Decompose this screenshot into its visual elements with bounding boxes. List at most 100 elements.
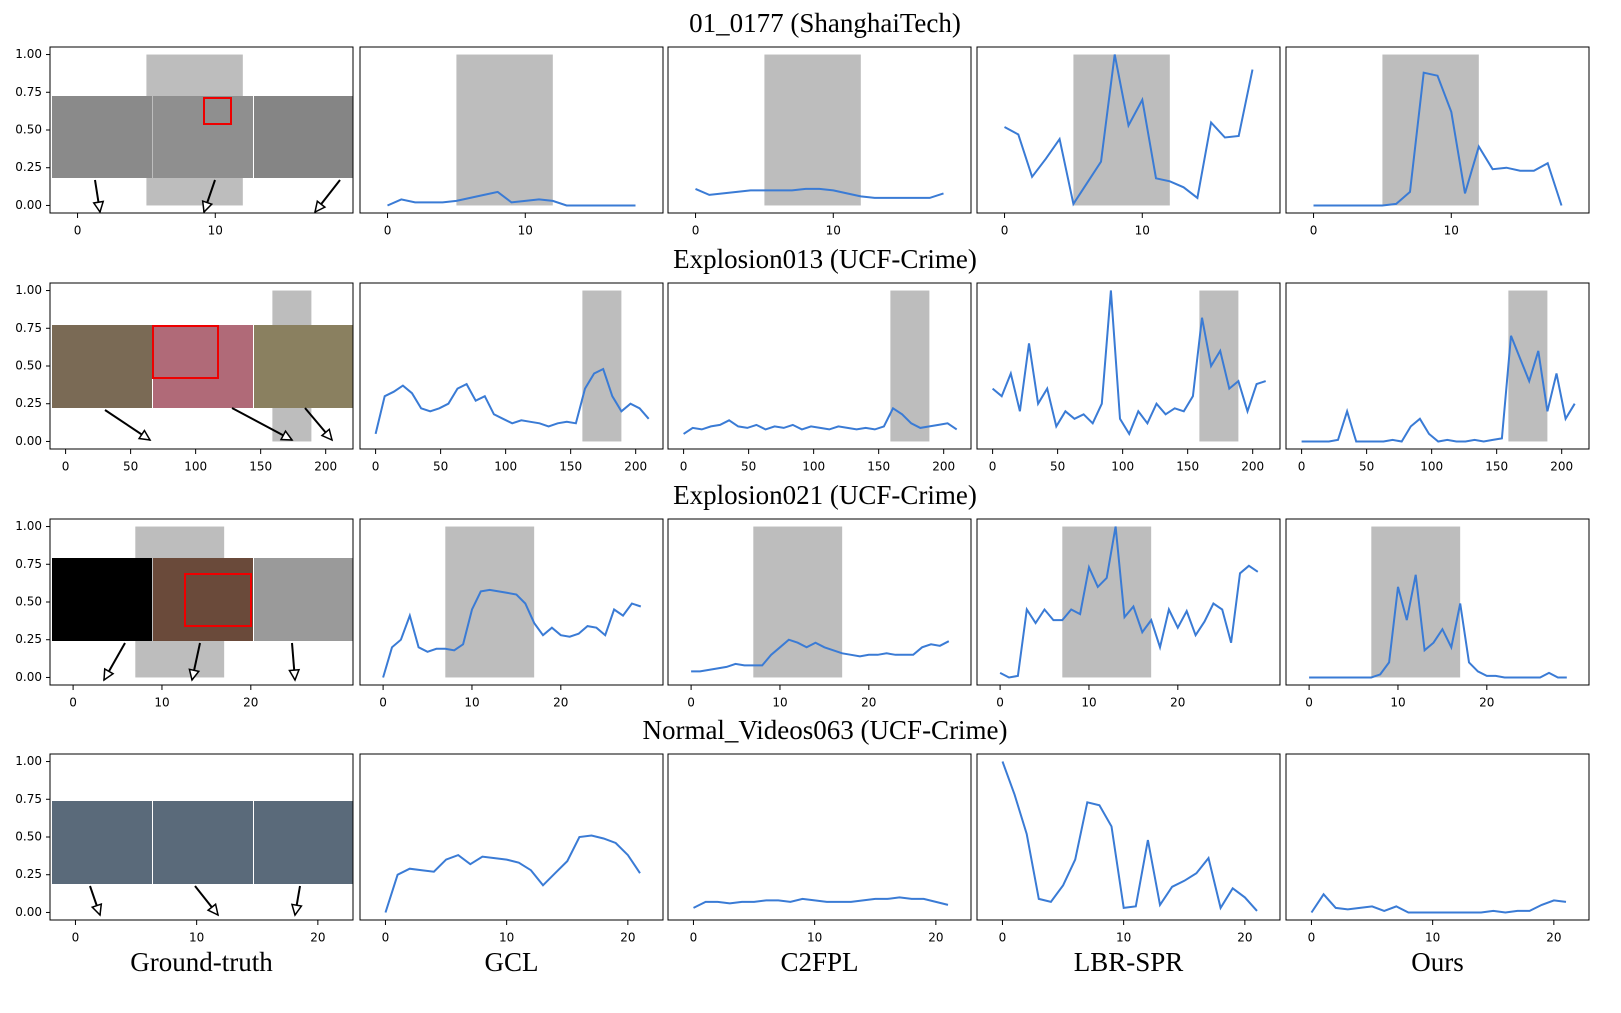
x-tick-label: 100 bbox=[494, 460, 517, 474]
score-line bbox=[1004, 54, 1254, 207]
x-tick-label: 0 bbox=[996, 696, 1004, 710]
panel bbox=[1001, 761, 1258, 912]
score-line bbox=[1313, 71, 1563, 207]
arrow-head bbox=[314, 199, 327, 213]
video-frame bbox=[254, 801, 353, 884]
method-label: C2FPL bbox=[780, 947, 858, 977]
panel-frame bbox=[359, 753, 664, 921]
x-tick-label: 0 bbox=[687, 696, 695, 710]
x-tick-label: 100 bbox=[1111, 460, 1134, 474]
x-tick-label: 10 bbox=[772, 696, 787, 710]
arrow-head bbox=[206, 902, 220, 917]
score-line bbox=[991, 290, 1267, 437]
x-tick-label: 0 bbox=[384, 224, 392, 238]
x-tick-label: 20 bbox=[1546, 931, 1561, 945]
anomaly-region bbox=[764, 54, 861, 206]
x-tick-label: 0 bbox=[382, 931, 390, 945]
arrow-head bbox=[92, 200, 105, 213]
arrow-head bbox=[90, 902, 103, 917]
arrow-head bbox=[290, 903, 303, 917]
x-tick-label: 10 bbox=[518, 224, 533, 238]
video-frame bbox=[153, 558, 253, 641]
y-tick-label: 0.75 bbox=[15, 792, 42, 806]
x-tick-label: 0 bbox=[1298, 460, 1306, 474]
arrow-head bbox=[137, 429, 152, 441]
y-tick-label: 0.75 bbox=[15, 85, 42, 99]
panel bbox=[384, 834, 641, 913]
x-tick-label: 200 bbox=[624, 460, 647, 474]
x-tick-label: 10 bbox=[499, 931, 514, 945]
panel-frame bbox=[49, 46, 354, 214]
x-tick-label: 0 bbox=[999, 931, 1007, 945]
x-tick-label: 0 bbox=[680, 460, 688, 474]
panel-frame bbox=[359, 282, 664, 450]
x-tick-label: 150 bbox=[1485, 460, 1508, 474]
video-frame bbox=[153, 801, 253, 884]
panel-frame bbox=[1285, 46, 1590, 214]
y-tick-label: 1.00 bbox=[15, 754, 42, 768]
x-tick-label: 20 bbox=[928, 931, 943, 945]
y-tick-label: 0.50 bbox=[15, 830, 42, 844]
x-tick-label: 10 bbox=[154, 696, 169, 710]
y-tick-label: 0.50 bbox=[15, 359, 42, 373]
panel-frame bbox=[359, 46, 664, 214]
x-tick-label: 0 bbox=[690, 931, 698, 945]
y-tick-label: 0.00 bbox=[15, 905, 42, 919]
y-tick-label: 0.25 bbox=[15, 867, 42, 881]
panel bbox=[382, 526, 642, 678]
arrow-head bbox=[201, 199, 214, 213]
row-title: Normal_Videos063 (UCF-Crime) bbox=[642, 715, 1007, 745]
video-frame bbox=[52, 325, 152, 408]
arrow-head bbox=[103, 667, 115, 682]
arrow-head bbox=[279, 429, 294, 441]
anomaly-region bbox=[753, 526, 843, 678]
panel-frame bbox=[359, 518, 664, 686]
x-tick-label: 0 bbox=[372, 460, 380, 474]
panel-frame bbox=[49, 518, 354, 686]
x-tick-label: 50 bbox=[1050, 460, 1065, 474]
score-line bbox=[374, 367, 650, 435]
x-tick-label: 50 bbox=[433, 460, 448, 474]
x-tick-label: 150 bbox=[867, 460, 890, 474]
x-tick-label: 0 bbox=[1308, 931, 1316, 945]
video-frame bbox=[52, 558, 152, 641]
x-tick-label: 20 bbox=[310, 931, 325, 945]
panel-frame bbox=[976, 282, 1281, 450]
video-frame bbox=[254, 558, 353, 641]
x-tick-label: 20 bbox=[243, 696, 258, 710]
x-tick-label: 200 bbox=[1241, 460, 1264, 474]
score-line bbox=[683, 406, 958, 435]
panel bbox=[695, 54, 944, 206]
x-tick-label: 10 bbox=[1390, 696, 1405, 710]
panel bbox=[691, 526, 950, 678]
anomaly-box bbox=[152, 325, 219, 379]
x-tick-label: 10 bbox=[208, 224, 223, 238]
panel-frame bbox=[667, 282, 972, 450]
x-tick-label: 0 bbox=[1001, 224, 1009, 238]
y-tick-label: 0.75 bbox=[15, 321, 42, 335]
x-tick-label: 50 bbox=[741, 460, 756, 474]
y-tick-label: 0.50 bbox=[15, 595, 42, 609]
score-line bbox=[1301, 335, 1576, 443]
anomaly-region bbox=[1382, 54, 1479, 206]
y-tick-label: 0.25 bbox=[15, 160, 42, 174]
x-tick-label: 10 bbox=[1081, 696, 1096, 710]
x-tick-label: 150 bbox=[1176, 460, 1199, 474]
x-tick-label: 20 bbox=[1237, 931, 1252, 945]
method-label: Ours bbox=[1411, 947, 1464, 977]
x-tick-label: 50 bbox=[123, 460, 138, 474]
arrow-shaft bbox=[231, 407, 293, 441]
panel bbox=[1004, 54, 1254, 207]
x-tick-label: 0 bbox=[989, 460, 997, 474]
video-frame bbox=[52, 801, 152, 884]
anomaly-box bbox=[184, 573, 252, 627]
anomaly-region bbox=[456, 54, 553, 206]
x-tick-label: 100 bbox=[802, 460, 825, 474]
anomaly-region bbox=[890, 290, 930, 442]
panel-frame bbox=[49, 282, 354, 450]
x-tick-label: 10 bbox=[189, 931, 204, 945]
x-tick-label: 100 bbox=[1420, 460, 1443, 474]
panel-frame bbox=[667, 753, 972, 921]
y-tick-label: 0.25 bbox=[15, 396, 42, 410]
